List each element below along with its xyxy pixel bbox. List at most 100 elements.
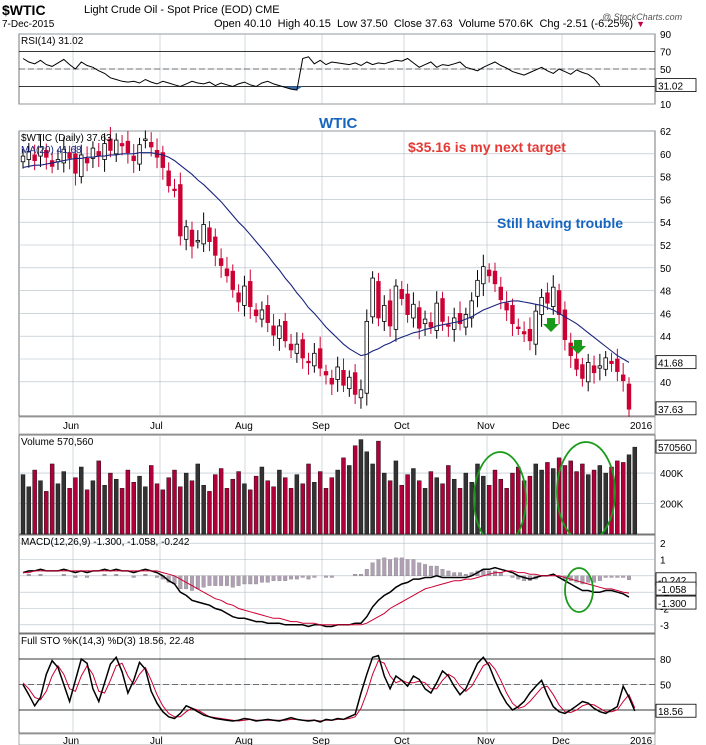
macd-histogram-bar bbox=[440, 569, 445, 576]
volume-bar bbox=[154, 483, 160, 535]
candle-body bbox=[172, 188, 177, 192]
volume-title: Volume 570,560 bbox=[21, 437, 94, 448]
volume-bar bbox=[510, 472, 515, 535]
macd-signal-label: -1.058 bbox=[658, 585, 687, 596]
sto-last-label-box bbox=[655, 703, 697, 718]
macd-histogram-bar bbox=[370, 562, 375, 576]
volume-bar bbox=[498, 478, 504, 535]
y-tick-label: 400K bbox=[660, 469, 684, 480]
symbol-label: $WTIC bbox=[2, 2, 46, 18]
volume-bar bbox=[632, 446, 638, 535]
macd-value-label: -1.300 bbox=[658, 599, 687, 610]
candle-body bbox=[498, 286, 504, 301]
low-value: Low 37.50 bbox=[336, 18, 388, 30]
volume-bar bbox=[382, 472, 387, 535]
candle-body bbox=[102, 143, 107, 160]
candle-body bbox=[434, 302, 439, 331]
candle-body bbox=[521, 331, 527, 335]
candle-body bbox=[615, 358, 620, 372]
volume-bar bbox=[451, 478, 457, 535]
volume-bar bbox=[248, 489, 253, 535]
macd-histogram-bar bbox=[201, 575, 206, 588]
month-label: Nov bbox=[477, 421, 495, 432]
candle-body bbox=[26, 151, 32, 160]
ma-last-label: 41.68 bbox=[658, 359, 683, 370]
candle-body bbox=[451, 317, 457, 330]
volume-bar bbox=[195, 463, 201, 535]
candle-body bbox=[399, 289, 404, 299]
volume-bar bbox=[580, 463, 585, 535]
volume-bar bbox=[183, 472, 189, 535]
macd-histogram-bar bbox=[300, 575, 305, 578]
candle-body bbox=[283, 320, 288, 342]
macd-histogram-bar bbox=[248, 575, 253, 585]
instrument-title: Light Crude Oil - Spot Price (EOD) bbox=[84, 4, 253, 16]
candle-body bbox=[504, 302, 509, 311]
macd-histogram-bar bbox=[242, 575, 247, 585]
candle-body bbox=[533, 310, 538, 345]
candle-body bbox=[586, 362, 591, 383]
volume-bar bbox=[545, 462, 550, 535]
volume-bar bbox=[463, 472, 469, 535]
volume-bar bbox=[586, 474, 591, 535]
ohlc-readout: Open 40.10 High 40.15 Low 37.50 Close 37… bbox=[214, 18, 645, 30]
volume-bar bbox=[358, 439, 364, 535]
candle-body bbox=[510, 305, 515, 325]
volume-bar bbox=[283, 477, 288, 535]
volume-bar bbox=[539, 469, 544, 535]
macd-signal-label-box bbox=[655, 581, 697, 596]
volume-bar bbox=[26, 486, 32, 535]
macd-histogram-bar bbox=[359, 574, 363, 576]
volume-bar bbox=[469, 482, 474, 535]
candle-body bbox=[96, 151, 101, 157]
candle-body bbox=[73, 153, 78, 174]
month-label: Aug bbox=[235, 421, 253, 432]
volume-value: Volume 570.6K bbox=[458, 18, 534, 30]
macd-histogram-bar bbox=[376, 559, 381, 576]
candle-body bbox=[259, 309, 265, 320]
volume-bar bbox=[516, 466, 521, 535]
macd-histogram-bar bbox=[143, 574, 148, 576]
watermark: @ StockCharts.com bbox=[602, 12, 683, 22]
volume-bar bbox=[352, 445, 358, 535]
candle-body bbox=[551, 286, 556, 307]
candle-body bbox=[382, 305, 387, 322]
y-tick-label: 90 bbox=[660, 30, 672, 41]
candle-body bbox=[335, 366, 340, 380]
candle-body bbox=[288, 343, 294, 351]
candle-body bbox=[574, 358, 579, 370]
volume-bar bbox=[591, 469, 597, 535]
volume-bar bbox=[259, 466, 265, 535]
y-tick-label: 200K bbox=[660, 500, 684, 511]
volume-bar bbox=[201, 485, 206, 535]
volume-bar bbox=[428, 471, 434, 535]
volume-bar bbox=[131, 482, 136, 535]
volume-bar bbox=[393, 460, 399, 535]
volume-bar bbox=[486, 485, 492, 535]
candle-body bbox=[271, 325, 276, 336]
y-tick-label: 40 bbox=[660, 378, 672, 389]
y-tick-label: 50 bbox=[660, 264, 672, 275]
macd-histogram-bar bbox=[219, 575, 224, 586]
macd-histogram-bar bbox=[38, 574, 43, 576]
y-tick-label: 80 bbox=[660, 655, 672, 666]
macd-histogram-bar bbox=[306, 575, 311, 580]
macd-histogram-bar bbox=[114, 574, 119, 576]
exchange-label: CME bbox=[255, 4, 280, 16]
macd-panel bbox=[18, 534, 656, 634]
volume-bar bbox=[253, 475, 259, 535]
candle-body bbox=[125, 140, 131, 154]
volume-bar bbox=[172, 469, 177, 535]
macd-histogram-bar bbox=[85, 575, 90, 578]
candle-body bbox=[609, 360, 614, 364]
candle-body bbox=[446, 324, 451, 327]
macd-histogram-bar bbox=[283, 575, 288, 581]
sto-k-line bbox=[22, 654, 636, 723]
volume-bar bbox=[67, 488, 72, 535]
candle-body bbox=[242, 285, 247, 306]
macd-histogram-bar bbox=[586, 575, 591, 583]
macd-histogram-bar bbox=[597, 575, 602, 581]
candle-body bbox=[137, 144, 142, 165]
instrument-name: Light Crude Oil - Spot Price (EOD) CME bbox=[84, 4, 280, 16]
